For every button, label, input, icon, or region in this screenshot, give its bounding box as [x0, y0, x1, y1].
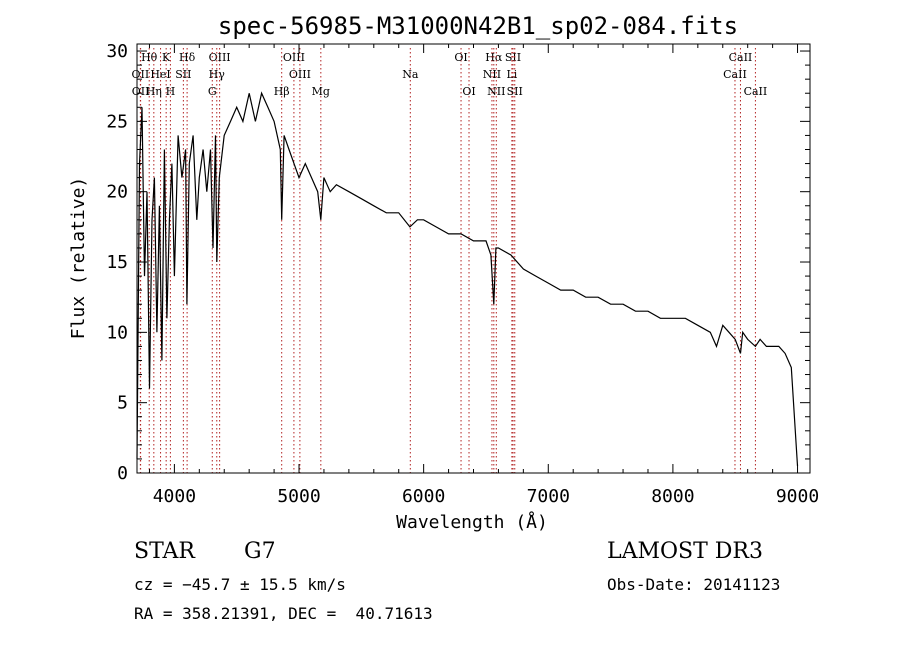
line-marker-label: OI	[462, 85, 475, 98]
y-tick-label: 30	[106, 41, 128, 62]
x-axis-label: Wavelength (Å)	[396, 511, 548, 533]
line-marker-label: CaII	[723, 68, 747, 81]
x-tick-label: 7000	[527, 486, 570, 507]
y-tick-label: 5	[117, 393, 128, 414]
x-tick-label: 5000	[277, 486, 320, 507]
line-marker-label: Na	[402, 68, 419, 81]
y-tick-label: 25	[106, 111, 128, 132]
y-tick-label: 15	[106, 252, 128, 273]
line-marker-label: K	[162, 51, 171, 64]
x-tick-label: 6000	[402, 486, 445, 507]
line-marker-label: OII	[132, 68, 150, 81]
line-marker-label: SII	[507, 85, 523, 98]
line-marker-label: CaII	[729, 51, 753, 64]
y-tick-label: 20	[106, 182, 128, 203]
subclass: G7	[244, 539, 276, 564]
line-marker-label: Hη	[146, 85, 162, 98]
line-marker-label: Hθ	[141, 51, 158, 64]
line-marker-label: NII	[487, 85, 505, 98]
chart-title: spec-56985-M31000N42B1_sp02-084.fits	[218, 12, 738, 40]
line-marker-label: Hα	[485, 51, 503, 64]
line-marker-label: OIII	[283, 51, 305, 64]
line-marker-label: OI	[454, 51, 467, 64]
line-marker-label: SII	[505, 51, 521, 64]
coordinates: RA = 358.21391, DEC = 40.71613	[134, 604, 433, 623]
obs-date: Obs-Date: 20141123	[607, 575, 781, 594]
line-marker-label: OII	[132, 85, 150, 98]
line-marker-label: HeI	[150, 68, 170, 81]
line-marker-label: H	[166, 85, 176, 98]
line-marker-label: G	[208, 85, 217, 98]
line-marker-label: Li	[506, 68, 517, 81]
axes: 4000 5000 6000 7000 8000 9000 0 5 10 15 20 25 30	[106, 41, 819, 507]
x-tick-label: 4000	[153, 486, 196, 507]
survey-label: LAMOST DR3	[607, 539, 763, 564]
object-class: STAR	[134, 539, 195, 564]
line-marker-label: Hδ	[179, 51, 196, 64]
line-marker-label: OIII	[209, 51, 231, 64]
line-marker-label: Mg	[312, 85, 330, 98]
line-marker-label: NII	[483, 68, 501, 81]
line-marker-label: CaII	[744, 85, 768, 98]
y-tick-label: 0	[117, 463, 128, 484]
line-marker-label: Hγ	[209, 68, 226, 81]
y-axis-label: Flux (relative)	[68, 177, 89, 340]
y-tick-label: 10	[106, 322, 128, 343]
x-tick-label: 8000	[651, 486, 694, 507]
plot-frame	[136, 43, 811, 474]
line-marker-label: Hβ	[274, 85, 290, 98]
line-marker-label: SII	[175, 68, 191, 81]
line-marker-label: OIII	[289, 68, 311, 81]
spectrum-line	[136, 91, 799, 467]
x-tick-label: 9000	[776, 486, 819, 507]
redshift-text: cz = −45.7 ± 15.5 km/s	[134, 575, 346, 594]
